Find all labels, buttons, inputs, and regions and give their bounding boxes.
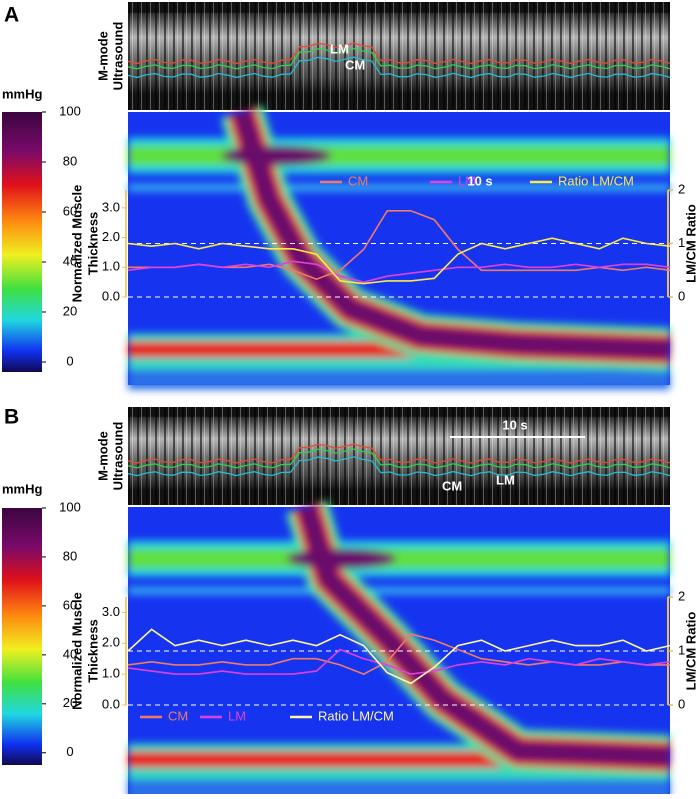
y2-tick-label: 0 [678,696,685,711]
scale-bar-label: 10 s [467,173,492,188]
y-tick-label: 0.0 [102,288,120,303]
ultrasound-boundary [127,47,671,70]
data-line [127,628,671,685]
ultrasound-title: Ultrasound [110,422,125,491]
colorbar-tick-label: 40 [63,646,77,661]
y2-tick-label: 1 [678,235,685,250]
map-blob [286,548,397,569]
ultrasound-title: M-mode [95,31,110,81]
legend-label: CM [348,173,368,188]
map-blur [128,105,671,390]
map-wave [232,109,671,360]
colorbar-tick-label: 100 [59,499,81,514]
colorbar-tick-label: 20 [63,303,77,318]
legend-label: CM [168,708,188,723]
y-axis-label: Normalized Muscle [69,185,84,303]
colorbar-tick-label: 0 [66,353,73,368]
y2-tick-label: 1 [678,642,685,657]
data-line [127,237,671,285]
scale-bar-label: 10 s [502,417,527,432]
y-tick-label: 1.0 [102,259,120,274]
colorbar-tick-label: 20 [63,695,77,710]
y-tick-label: 2.0 [102,229,120,244]
y-tick-label: 3.0 [102,604,120,619]
colorbar-tick-label: 80 [63,548,77,563]
colorbar-tick-label: 0 [66,744,73,759]
y-tick-label: 2.0 [102,635,120,650]
map-band [128,548,670,569]
ultrasound-annotation: CM [345,57,365,72]
colorbar-tick-label: 100 [59,103,81,118]
legend-label: Ratio LM/CM [558,173,634,188]
data-line [127,260,671,283]
y-tick-label: 0.0 [102,696,120,711]
ultrasound-boundary [127,56,671,79]
legend-label: LM [458,173,476,188]
y2-tick-label: 0 [678,288,685,303]
colorbar-tick-label: 80 [63,153,77,168]
ultrasound-boundary [127,443,671,464]
map-band [128,779,670,799]
y-axis-label: Thickness [85,619,100,683]
map-band [128,369,670,390]
data-line [127,648,671,675]
colorbar-title: mmHg [2,86,43,101]
ultrasound-boundary [127,42,671,65]
y2-tick-label: 2 [678,588,685,603]
colorbar [2,508,42,765]
colorbar-tick-label: 60 [63,597,77,612]
ultrasound-annotation: CM [442,478,462,493]
legend-label: Ratio LM/CM [318,708,394,723]
pressure-map [128,105,671,390]
pressure-map [128,500,671,799]
colorbar [2,112,42,372]
y-tick-label: 1.0 [102,666,120,681]
ultrasound-streaks [128,2,670,110]
ultrasound-boundary [127,448,671,469]
data-line [127,633,670,675]
y2-axis-label: LM/CM Ratio [683,204,698,283]
ultrasound-annotation: LM [330,41,349,56]
map-blur [128,500,671,799]
colorbar-title: mmHg [2,481,43,496]
map-band [128,183,670,192]
ultrasound-title: Ultrasound [110,22,125,91]
map-band [128,586,670,595]
y2-axis-label: LM/CM Ratio [683,612,698,691]
colorbar-tick-label: 40 [63,253,77,268]
colorbar-tick-label: 60 [63,203,77,218]
ultrasound-annotation: LM [496,472,515,487]
map-band [128,145,670,166]
ultrasound-streaks [128,407,670,505]
legend-label: LM [228,708,246,723]
map-blob [221,145,332,166]
y-axis-label: Thickness [85,212,100,276]
ultrasound-boundary [127,456,671,477]
panel-label: A [4,4,19,27]
panel-label: B [4,406,19,429]
y2-tick-label: 2 [678,181,685,196]
ultrasound-title: M-mode [95,431,110,481]
y-tick-label: 3.0 [102,199,120,214]
y-axis-label: Normalized Muscle [69,592,84,710]
